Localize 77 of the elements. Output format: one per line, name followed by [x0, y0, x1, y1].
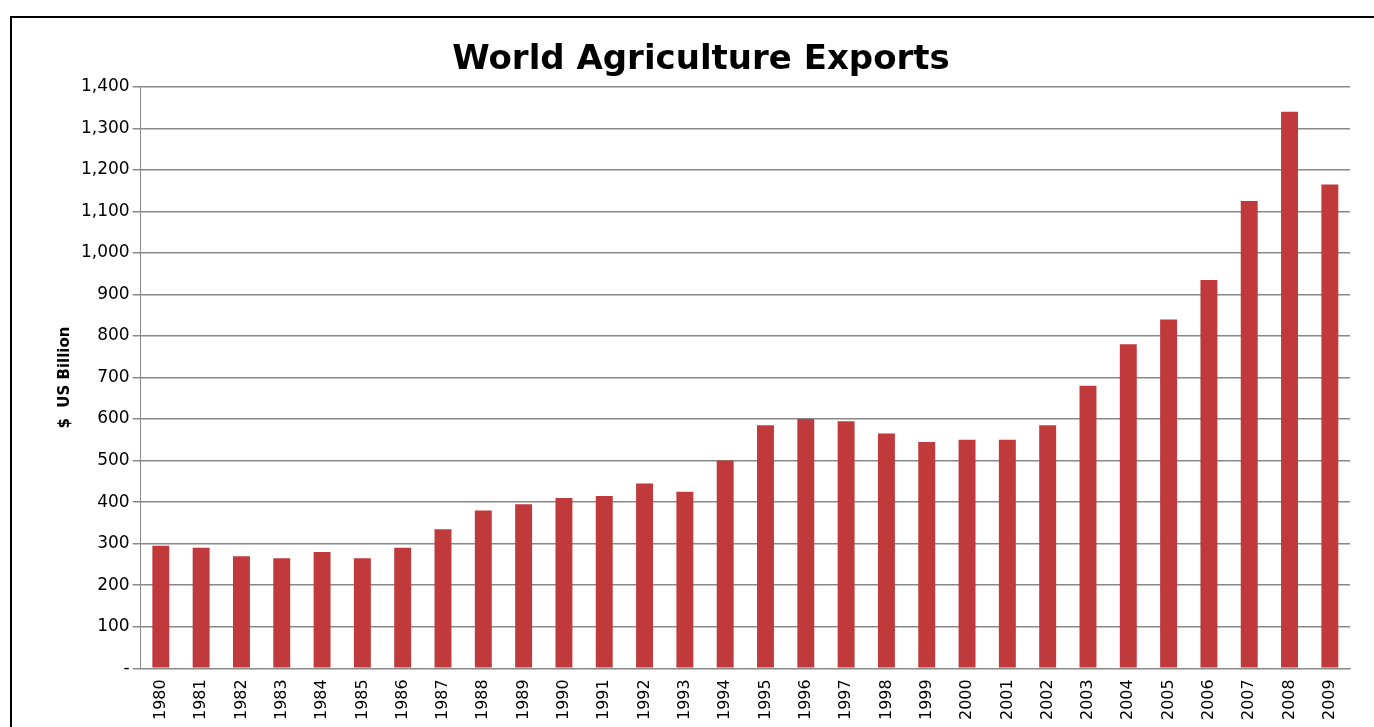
y-tick-label: 700: [97, 365, 130, 386]
y-tick-label: 500: [97, 449, 130, 470]
y-tick-label: 1,200: [81, 158, 130, 179]
x-tick-label: 1995: [754, 679, 774, 720]
y-axis-title: $ US Billion: [54, 326, 73, 429]
x-tick-label: 2005: [1157, 679, 1177, 720]
x-tick-label: 1990: [553, 679, 573, 720]
bar: [192, 547, 210, 668]
x-tick-label: 1988: [472, 679, 492, 720]
y-tick-label: 900: [97, 282, 130, 303]
x-tick-label: 1984: [311, 679, 331, 720]
x-tick-label: 1986: [391, 679, 411, 720]
bar: [434, 529, 452, 668]
bar: [313, 551, 331, 668]
bar: [757, 425, 774, 668]
bar: [837, 421, 855, 668]
bar: [998, 439, 1016, 668]
x-tick-label: 1980: [149, 679, 169, 720]
x-tick-label: 1989: [512, 679, 532, 720]
y-tick-label: 100: [97, 615, 130, 636]
bar: [716, 460, 734, 668]
bar: [273, 558, 291, 668]
bar: [394, 547, 412, 668]
x-tick-label: 1992: [633, 679, 653, 720]
x-tick-label: 1999: [915, 679, 935, 720]
x-tick-label: 2000: [956, 679, 976, 720]
bar: [1281, 111, 1298, 668]
y-tick-label: -: [123, 656, 130, 677]
bar: [152, 545, 170, 668]
x-tick-label: 1985: [351, 679, 371, 720]
bar: [958, 439, 976, 668]
x-tick-label: 2007: [1238, 679, 1258, 720]
y-tick-label: 1,000: [81, 241, 130, 262]
bar: [1119, 344, 1137, 668]
x-tick-label: 2001: [996, 679, 1016, 720]
x-tick-label: 2002: [1036, 679, 1056, 720]
y-tick-label: 600: [97, 407, 130, 428]
x-tick-label: 1983: [270, 679, 290, 720]
x-tick-label: 2008: [1278, 679, 1298, 720]
x-tick-label: 2009: [1319, 679, 1338, 720]
x-tick-label: 1994: [714, 679, 734, 720]
y-tick-label: 300: [97, 532, 130, 553]
y-tick-label: 200: [97, 573, 130, 594]
chart-title: World Agriculture Exports: [452, 37, 950, 78]
bar: [1079, 385, 1097, 668]
bar: [1200, 279, 1218, 668]
bar: [474, 510, 492, 668]
bar: [555, 497, 573, 668]
x-tick-label: 1981: [190, 679, 210, 720]
bar: [877, 433, 895, 668]
y-tick-label: 800: [97, 324, 130, 345]
x-tick-label: 1991: [593, 679, 613, 720]
bar: [1240, 201, 1258, 668]
bar: [918, 441, 936, 668]
bar: [1321, 184, 1339, 668]
bar: [1039, 425, 1057, 668]
x-tick-label: 2006: [1198, 679, 1218, 720]
bar: [636, 483, 654, 668]
y-tick-label: 400: [97, 490, 130, 511]
bar: [595, 495, 613, 668]
y-tick-label: 1,400: [81, 75, 130, 96]
bar: [797, 419, 815, 668]
x-tick-label: 2003: [1077, 679, 1097, 720]
bar: [232, 556, 250, 668]
bar: [515, 504, 533, 668]
bar: [676, 491, 694, 668]
x-tick-label: 1996: [794, 679, 814, 720]
x-tick-label: 1987: [432, 679, 452, 720]
x-tick-label: 1993: [674, 679, 694, 720]
bar: [353, 558, 371, 668]
x-tick-label: 2004: [1117, 679, 1137, 720]
bar: [1160, 319, 1178, 668]
x-tick-label: 1998: [875, 679, 895, 720]
x-tick-label: 1982: [230, 679, 250, 720]
y-tick-label: 1,300: [81, 116, 130, 137]
y-tick-label: 1,100: [81, 199, 130, 220]
x-tick-label: 1997: [835, 679, 855, 720]
